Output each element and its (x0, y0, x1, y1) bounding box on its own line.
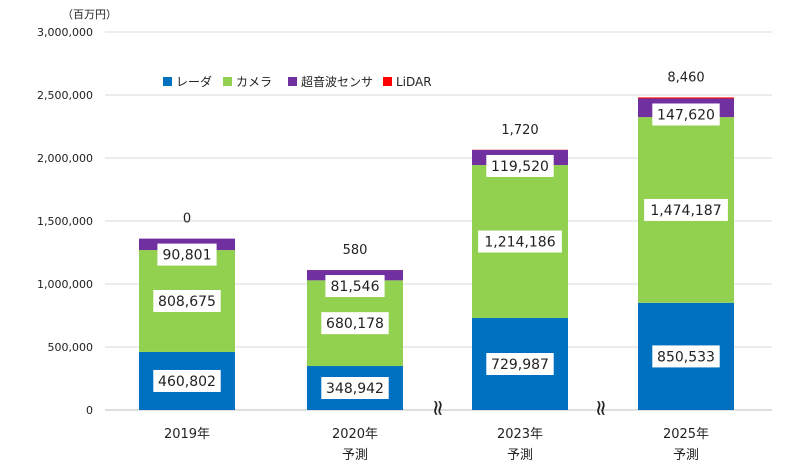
data-label-box (157, 243, 217, 266)
legend-label: カメラ (236, 75, 272, 89)
category-sublabel: 予測 (673, 448, 699, 463)
data-label: 680,178 (326, 316, 384, 332)
y-tick-label: 1,000,000 (37, 278, 93, 291)
data-label: 850,533 (657, 349, 715, 365)
axis-break-marker: ≈ (588, 399, 613, 417)
legend-label: レーダ (176, 74, 212, 89)
category-label: 2020年 (332, 427, 378, 442)
data-label: 119,520 (491, 159, 549, 175)
unit-label: （百万円） (62, 8, 117, 21)
y-tick-label: 3,000,000 (37, 26, 93, 39)
bar-segment (638, 97, 734, 99)
data-label: 808,675 (158, 294, 216, 310)
data-label: 81,546 (331, 279, 380, 295)
category-sublabel: 予測 (342, 448, 368, 463)
top-label: 8,460 (667, 70, 704, 85)
legend-swatch (288, 77, 297, 86)
top-label: 1,720 (501, 123, 538, 138)
category-label: 2023年 (497, 427, 543, 442)
legend-label: LiDAR (396, 75, 432, 89)
data-label: 90,801 (163, 248, 212, 264)
data-label-box (652, 103, 720, 126)
legend-swatch (163, 77, 172, 86)
data-label: 460,802 (158, 374, 216, 390)
data-label-box (478, 230, 562, 253)
data-label: 1,214,186 (484, 235, 555, 251)
axis-break-marker: ≈ (425, 399, 450, 417)
data-label: 729,987 (491, 357, 549, 373)
data-label-box (153, 369, 221, 392)
data-label-box (153, 289, 221, 312)
data-label-box (486, 353, 554, 376)
bars (139, 97, 734, 410)
data-label-box (652, 345, 720, 368)
data-label: 348,942 (326, 381, 384, 397)
y-tick-label: 500,000 (48, 341, 94, 354)
top-label: 580 (343, 243, 368, 258)
data-label: 1,474,187 (650, 203, 721, 219)
y-tick-label: 1,500,000 (37, 215, 93, 228)
legend: レーダ カメラ 超音波センサ LiDAR (163, 74, 432, 89)
category-label: 2019年 (164, 427, 210, 442)
top-label: 0 (183, 212, 191, 227)
data-label: 147,620 (657, 107, 715, 123)
y-tick-label: 2,000,000 (37, 152, 93, 165)
category-sublabel: 予測 (507, 448, 533, 463)
data-label-box (321, 377, 389, 400)
y-tick-label: 0 (86, 404, 93, 417)
category-label: 2025年 (663, 427, 709, 442)
data-label-box (644, 198, 728, 221)
data-label-box (325, 275, 385, 298)
data-labels: 460,802 808,675 90,801 0 348,942 680,178 81,54… (153, 70, 728, 400)
legend-swatch (223, 77, 232, 86)
y-axis: 0 500,000 1,000,000 1,500,000 2,000,000 2,500… (37, 26, 93, 417)
legend-label: 超音波センサ (301, 74, 373, 89)
data-label-box (321, 312, 389, 335)
y-tick-label: 2,500,000 (37, 89, 93, 102)
legend-swatch (383, 77, 392, 86)
data-label-box (486, 154, 554, 177)
